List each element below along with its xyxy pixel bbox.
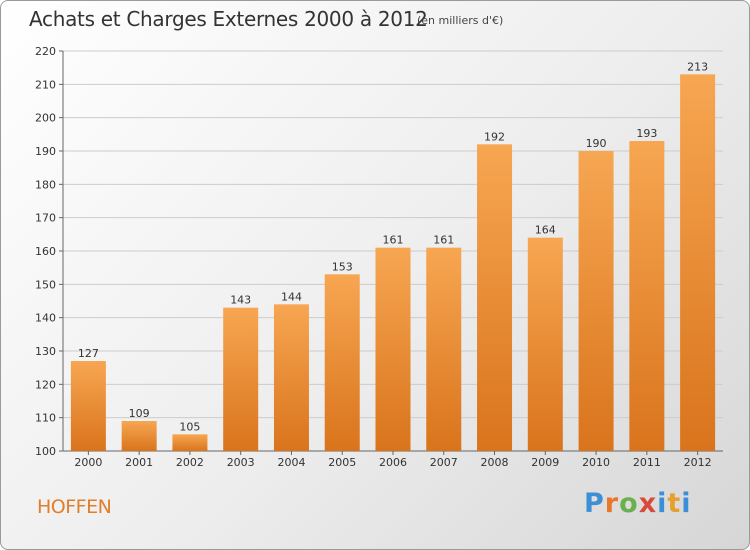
bar-value-label: 213 bbox=[687, 60, 708, 73]
x-tick-label: 2010 bbox=[582, 456, 610, 469]
bar-value-label: 109 bbox=[129, 407, 150, 420]
bar-value-label: 164 bbox=[535, 224, 556, 237]
logo-letter: t bbox=[667, 488, 682, 519]
x-tick-label: 2003 bbox=[227, 456, 255, 469]
bar bbox=[629, 141, 665, 451]
labels: 127 109 105 143 144 153 161 161 192 164 190 193 213 bbox=[78, 60, 708, 433]
x-tick-label: 2007 bbox=[430, 456, 458, 469]
x-tick-label: 2009 bbox=[531, 456, 559, 469]
bars bbox=[70, 74, 716, 452]
bar-value-label: 144 bbox=[281, 290, 302, 303]
bar-value-label: 161 bbox=[433, 234, 454, 247]
x-tick-label: 2001 bbox=[125, 456, 153, 469]
bar bbox=[426, 247, 462, 451]
bar bbox=[324, 274, 360, 451]
logo-letter: o bbox=[619, 488, 639, 519]
bar-value-label: 143 bbox=[230, 294, 251, 307]
logo-letter: i bbox=[681, 488, 692, 519]
x-tick-label: 2002 bbox=[176, 456, 204, 469]
y-tick-label: 220 bbox=[35, 45, 56, 58]
logo-letter: x bbox=[638, 488, 658, 519]
chart-subtitle: (en milliers d'€) bbox=[417, 14, 504, 27]
bar bbox=[273, 304, 309, 451]
logo-letter: i bbox=[657, 488, 668, 519]
bar bbox=[477, 144, 513, 452]
bar bbox=[121, 421, 157, 451]
y-tick-label: 130 bbox=[35, 345, 56, 358]
x-tick-label: 2012 bbox=[684, 456, 712, 469]
y-tick-label: 170 bbox=[35, 212, 56, 225]
bar bbox=[578, 151, 614, 451]
bar bbox=[527, 237, 563, 451]
axes: 100 110 120 130 140 150 160 170 180 190 200 210 220 2… bbox=[35, 45, 723, 469]
bar bbox=[680, 74, 716, 451]
bar bbox=[172, 434, 208, 451]
y-tick-label: 190 bbox=[35, 145, 56, 158]
proxiti-logo: Proxiti bbox=[584, 488, 692, 519]
bar-value-label: 193 bbox=[636, 127, 657, 140]
x-tick-label: 2011 bbox=[633, 456, 661, 469]
logo-letter: r bbox=[604, 488, 620, 519]
y-tick-label: 160 bbox=[35, 245, 56, 258]
y-tick-label: 140 bbox=[35, 312, 56, 325]
bar-value-label: 161 bbox=[383, 234, 404, 247]
x-tick-label: 2005 bbox=[328, 456, 356, 469]
bar-value-label: 127 bbox=[78, 347, 99, 360]
x-tick-label: 2006 bbox=[379, 456, 407, 469]
y-tick-label: 200 bbox=[35, 112, 56, 125]
chart-title: Achats et Charges Externes 2000 à 2012 bbox=[29, 7, 428, 31]
x-tick-label: 2008 bbox=[481, 456, 509, 469]
y-tick-label: 180 bbox=[35, 178, 56, 191]
bar bbox=[223, 307, 259, 451]
y-tick-label: 120 bbox=[35, 378, 56, 391]
y-tick-label: 150 bbox=[35, 278, 56, 291]
bar-value-label: 190 bbox=[586, 137, 607, 150]
y-tick-label: 210 bbox=[35, 78, 56, 91]
y-tick-label: 110 bbox=[35, 412, 56, 425]
commune-name: HOFFEN bbox=[37, 496, 112, 518]
bar-value-label: 192 bbox=[484, 130, 505, 143]
x-tick-label: 2000 bbox=[74, 456, 102, 469]
bar bbox=[375, 247, 411, 451]
bar-value-label: 153 bbox=[332, 260, 353, 273]
logo-letter: P bbox=[584, 488, 605, 519]
y-tick-label: 100 bbox=[35, 445, 56, 458]
bar-value-label: 105 bbox=[179, 420, 200, 433]
bar bbox=[70, 361, 106, 451]
x-tick-label: 2004 bbox=[277, 456, 305, 469]
